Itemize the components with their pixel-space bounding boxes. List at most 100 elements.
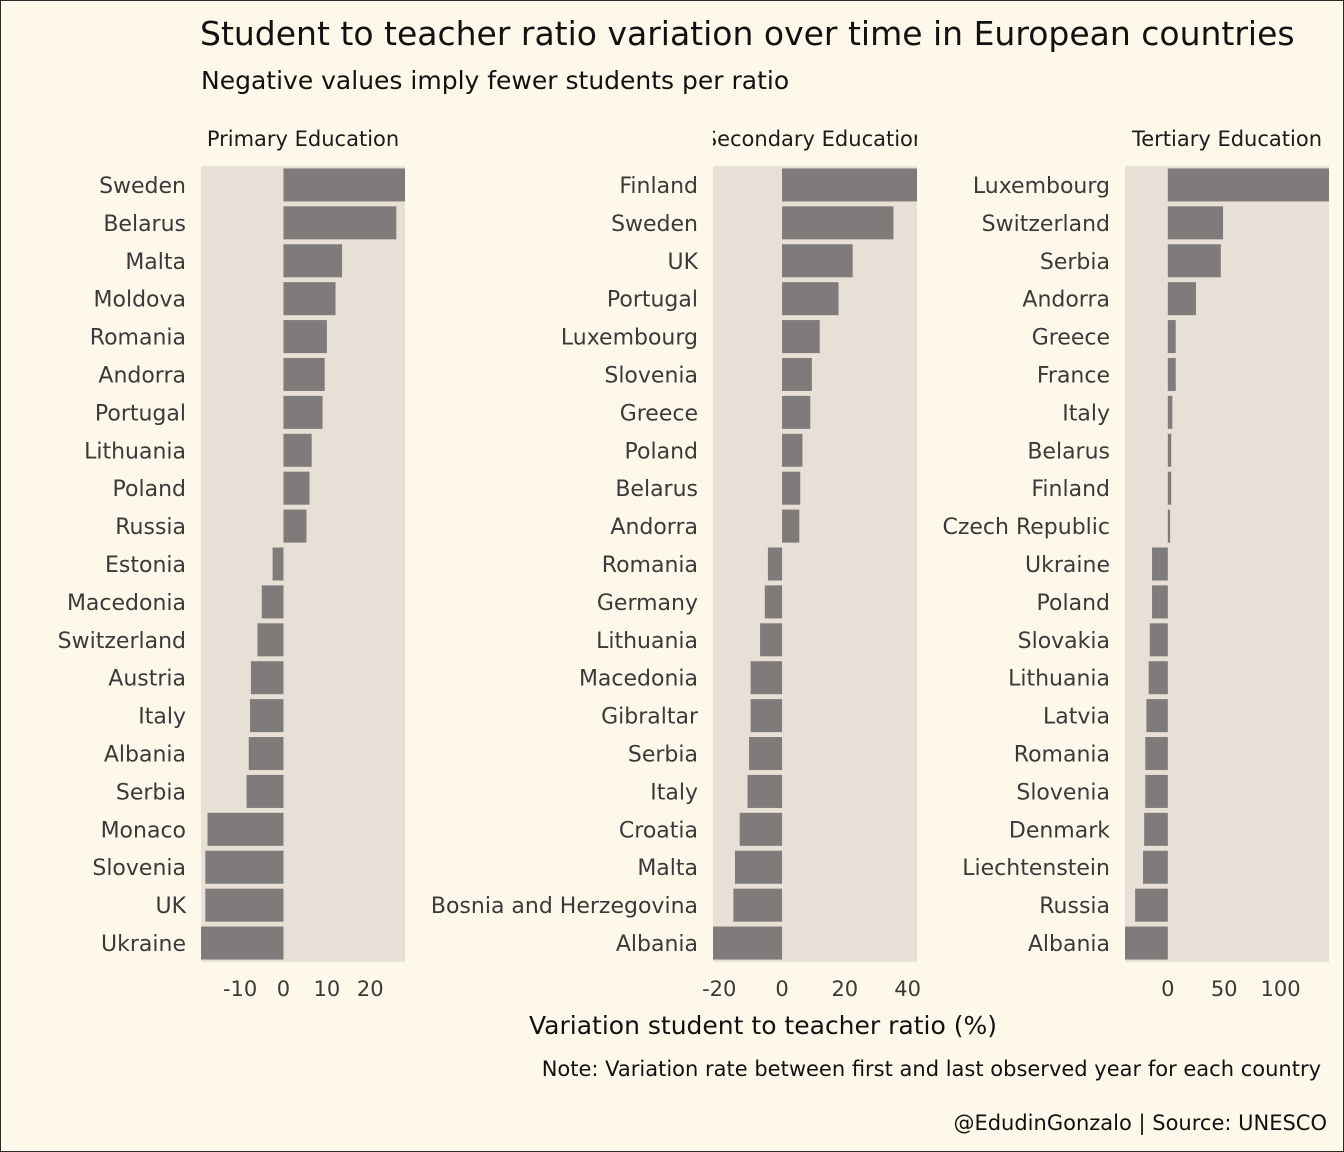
category-label: Germany	[597, 591, 698, 616]
bar	[1167, 509, 1171, 543]
x-tick-label: 0	[1161, 977, 1174, 1001]
bar	[1167, 471, 1172, 505]
category-label: Italy	[138, 705, 186, 730]
category-label: Switzerland	[982, 212, 1110, 237]
category-label: Ukraine	[1025, 553, 1110, 578]
category-label: Luxembourg	[561, 326, 698, 351]
category-label: Austria	[108, 667, 186, 692]
bar	[283, 168, 405, 202]
category-label: Belarus	[1027, 439, 1110, 464]
bar	[1152, 585, 1168, 619]
facet-title: Tertiary Education	[1131, 127, 1322, 151]
category-label: Lithuania	[596, 629, 698, 654]
category-label: Ukraine	[101, 932, 186, 957]
bar	[764, 585, 783, 619]
category-label: Greece	[1032, 326, 1110, 351]
bar	[747, 774, 783, 808]
bar	[782, 433, 803, 467]
category-label: Poland	[1037, 591, 1110, 616]
category-label: Albania	[616, 932, 698, 957]
category-label: Macedonia	[67, 591, 186, 616]
category-label: Poland	[113, 477, 186, 502]
bar	[1144, 812, 1168, 846]
bar	[283, 395, 323, 429]
bar	[782, 282, 839, 316]
bar	[1135, 888, 1168, 922]
category-label: Bosnia and Herzegovina	[431, 894, 698, 919]
category-label: Gibraltar	[601, 705, 699, 730]
category-label: Portugal	[95, 401, 186, 426]
bar	[1145, 774, 1168, 808]
category-label: Finland	[1031, 477, 1110, 502]
bar	[1148, 661, 1168, 695]
bar	[782, 509, 800, 543]
bar	[205, 888, 284, 922]
category-label: Italy	[1062, 401, 1110, 426]
bar	[782, 471, 801, 505]
bar	[760, 623, 783, 657]
bar	[283, 282, 336, 316]
chart-note: Note: Variation rate between first and l…	[542, 1057, 1321, 1081]
bar	[782, 244, 853, 278]
bar	[205, 850, 284, 884]
x-tick-label: 20	[357, 977, 384, 1001]
bar	[750, 699, 783, 733]
x-tick-label: 20	[831, 977, 858, 1001]
category-label: Malta	[637, 856, 698, 881]
x-tick-label: 40	[894, 977, 921, 1001]
category-label: Finland	[619, 174, 698, 199]
category-label: UK	[155, 894, 186, 919]
bar	[713, 926, 783, 960]
bar	[283, 433, 312, 467]
category-label: Portugal	[607, 288, 698, 313]
bar	[782, 395, 811, 429]
category-label: Sweden	[611, 212, 698, 237]
bar	[782, 168, 917, 202]
bar	[1167, 168, 1329, 202]
x-tick-label: -10	[223, 977, 257, 1001]
bar	[750, 661, 783, 695]
category-label: Latvia	[1043, 705, 1110, 730]
bar	[1125, 926, 1168, 960]
category-label: Romania	[602, 553, 698, 578]
x-axis-title: Variation student to teacher ratio (%)	[529, 1011, 997, 1040]
bar	[201, 926, 284, 960]
x-tick-label: 0	[277, 977, 290, 1001]
category-label: Serbia	[628, 743, 698, 768]
category-label: Russia	[1039, 894, 1110, 919]
bar	[1145, 737, 1168, 771]
category-label: Estonia	[105, 553, 186, 578]
category-label: Russia	[115, 515, 186, 540]
bar	[733, 888, 783, 922]
bar	[1146, 699, 1168, 733]
category-label: Luxembourg	[973, 174, 1110, 199]
bar	[1167, 320, 1176, 354]
facet-panel-3: Tertiary Education Luxembourg Switzerland S…	[942, 127, 1329, 1001]
bar	[1143, 850, 1168, 884]
category-label: Macedonia	[579, 667, 698, 692]
x-tick-label: 0	[775, 977, 788, 1001]
x-tick-label: 100	[1260, 977, 1300, 1001]
category-label: Switzerland	[58, 629, 186, 654]
bar	[283, 509, 307, 543]
chart-title: Student to teacher ratio variation over …	[200, 14, 1295, 53]
category-label: Moldova	[94, 288, 186, 313]
bar	[283, 320, 327, 354]
x-tick-label: -20	[702, 977, 736, 1001]
category-label: Romania	[1014, 743, 1110, 768]
bar	[246, 774, 284, 808]
category-label: Lithuania	[84, 439, 186, 464]
bar	[734, 850, 783, 884]
category-label: UK	[667, 250, 698, 275]
category-label: Belarus	[103, 212, 186, 237]
category-label: Greece	[620, 401, 698, 426]
category-label: Croatia	[619, 818, 698, 843]
facet-panels: Primary Education Sweden Belarus Malta Moldo…	[58, 127, 1329, 1001]
bar	[283, 357, 325, 391]
category-label: Belarus	[615, 477, 698, 502]
category-label: Italy	[650, 780, 698, 805]
category-label: Slovenia	[604, 363, 698, 388]
category-label: Serbia	[1040, 250, 1110, 275]
